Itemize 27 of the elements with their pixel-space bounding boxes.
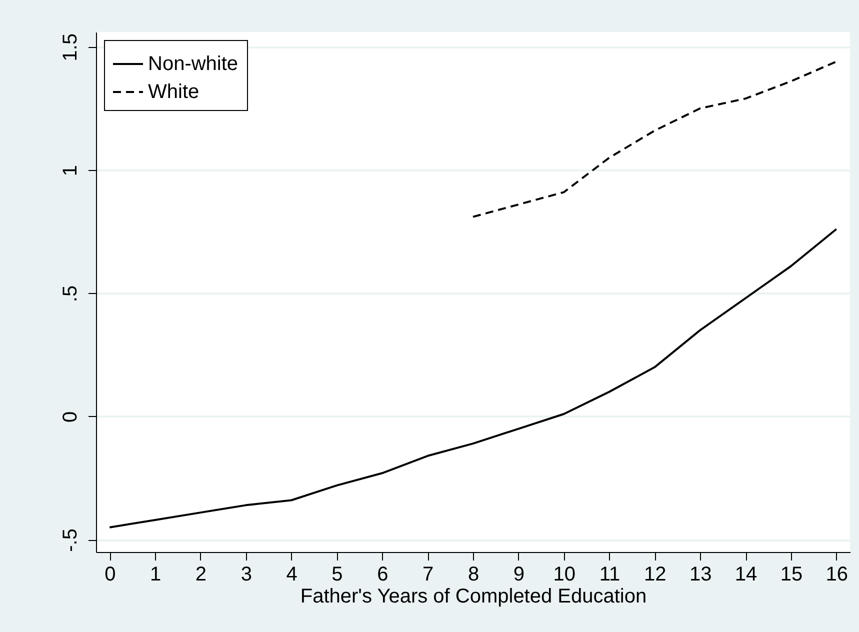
y-tick-label: 1.5 (60, 33, 82, 62)
y-tick-label: 0 (60, 411, 82, 423)
x-tick-label: 14 (734, 564, 758, 586)
x-tick-label: 4 (286, 564, 298, 586)
y-tick-label: 1 (60, 164, 82, 176)
x-tick-label: 15 (780, 564, 803, 586)
x-axis-title: Father's Years of Completed Education (300, 586, 647, 608)
x-tick-label: 7 (422, 564, 434, 586)
x-tick-label: 9 (513, 564, 524, 586)
x-tick-label: 3 (240, 564, 252, 586)
x-tick-label: 12 (644, 564, 666, 586)
x-tick-label: 11 (599, 564, 620, 586)
x-tick-label: 16 (826, 564, 848, 586)
legend-label: White (148, 81, 200, 103)
x-tick-label: 2 (195, 564, 207, 586)
x-tick-label: 0 (104, 564, 116, 586)
x-tick-label: 13 (689, 564, 712, 586)
y-tick-label: .5 (60, 285, 82, 302)
y-tick-label: -.5 (60, 528, 82, 552)
legend-label: Non-white (148, 53, 238, 75)
x-tick-label: 8 (468, 564, 480, 586)
x-tick-label: 6 (377, 564, 388, 586)
x-tick-label: 5 (332, 564, 343, 586)
x-tick-label: 10 (553, 564, 576, 586)
x-tick-label: 1 (150, 564, 162, 586)
line-series (472, 60, 838, 218)
line-series (108, 228, 838, 528)
